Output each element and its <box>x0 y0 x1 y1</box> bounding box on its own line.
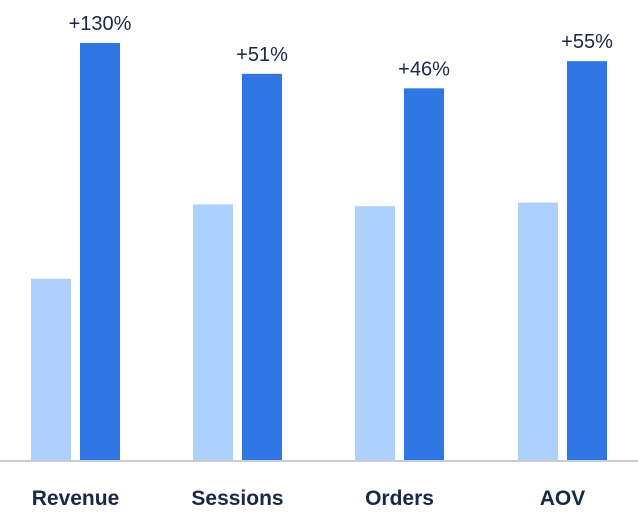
category-label-aov: AOV <box>540 487 586 510</box>
bar-orders-series-2 <box>404 88 444 461</box>
data-label-aov: +55% <box>561 31 613 53</box>
bar-sessions-series-1 <box>193 204 233 460</box>
labels-layer: +130% Revenue +51% Sessions +46% Orders +55% AO… <box>32 13 613 510</box>
bar-aov-series-1 <box>518 202 558 460</box>
bars-layer <box>31 43 607 461</box>
category-label-orders: Orders <box>365 487 434 510</box>
data-label-sessions: +51% <box>236 44 288 66</box>
category-label-sessions: Sessions <box>191 487 283 510</box>
bar-revenue-series-1 <box>31 278 71 460</box>
bar-revenue-series-2 <box>80 43 120 460</box>
category-label-revenue: Revenue <box>32 487 120 510</box>
data-label-revenue: +130% <box>69 13 132 35</box>
bar-aov-series-2 <box>567 61 607 461</box>
bar-orders-series-1 <box>355 206 395 460</box>
data-label-orders: +46% <box>398 58 450 80</box>
bar-sessions-series-2 <box>242 73 282 460</box>
